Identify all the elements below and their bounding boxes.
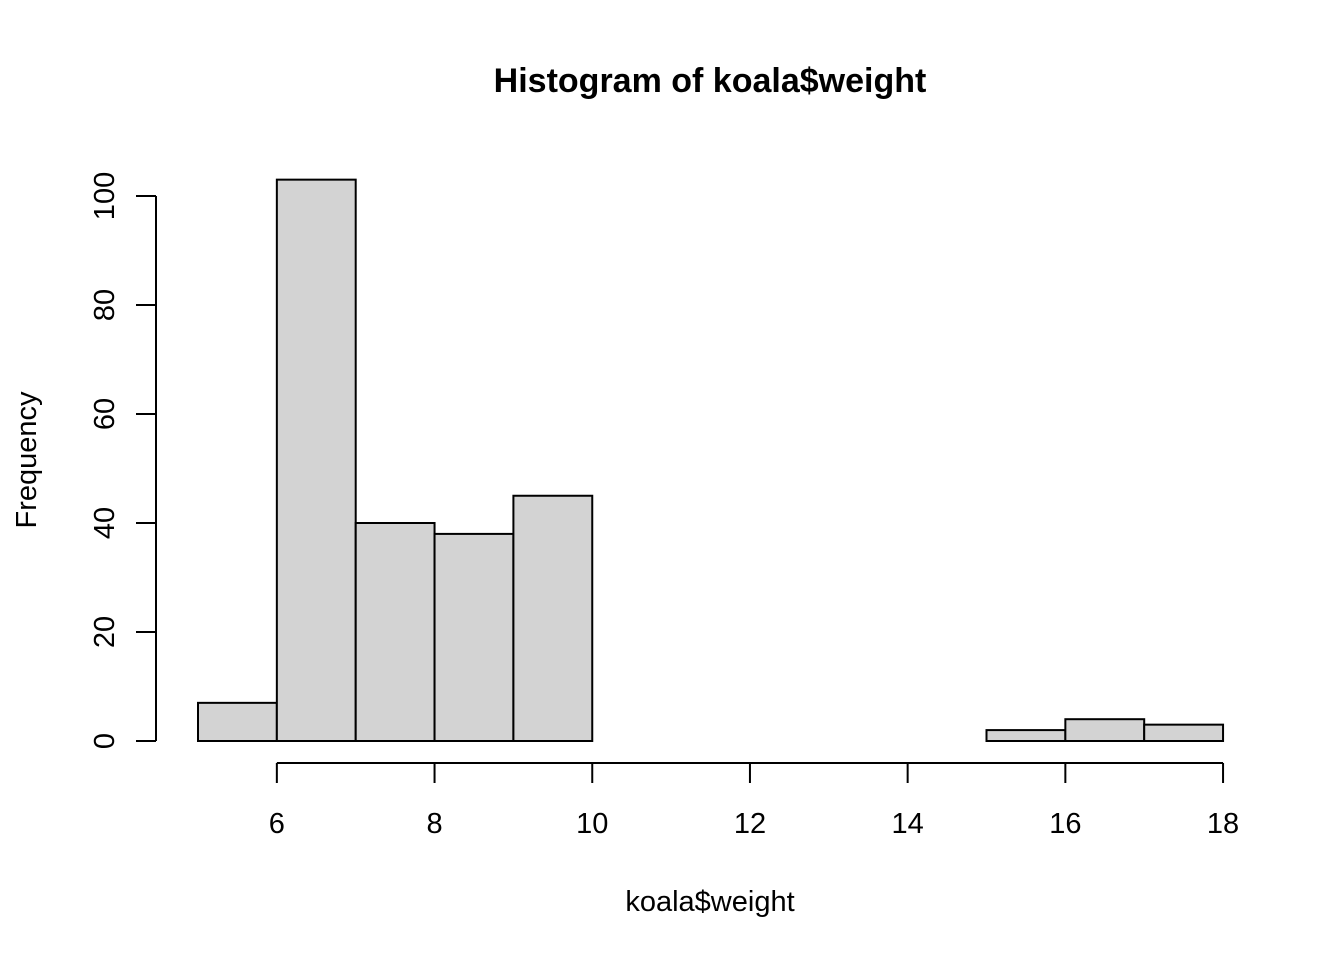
chart-title: Histogram of koala$weight (494, 62, 927, 100)
x-tick-label-12: 12 (734, 808, 766, 840)
x-tick-label-8: 8 (426, 808, 442, 840)
histogram-bar-6-7 (275, 178, 357, 742)
x-tick-label-18: 18 (1207, 808, 1239, 840)
y-tick-label-20: 20 (89, 616, 121, 648)
histogram-bars (197, 178, 1225, 743)
y-axis: 0 20 40 60 80 100 (89, 172, 157, 749)
y-tick-label-100: 100 (89, 172, 121, 220)
histogram-bar-15-16 (985, 729, 1067, 742)
x-axis-label: koala$weight (625, 886, 794, 918)
x-tick-label-16: 16 (1049, 808, 1081, 840)
y-axis-label: Frequency (11, 391, 43, 529)
x-tick-label-6: 6 (269, 808, 285, 840)
histogram-bar-5-6 (197, 701, 278, 742)
x-tick-label-10: 10 (576, 808, 608, 840)
histogram-bar-9-10 (512, 494, 594, 742)
x-tick-label-14: 14 (892, 808, 924, 840)
y-tick-label-60: 60 (89, 398, 121, 430)
y-tick-label-40: 40 (89, 507, 121, 539)
histogram-bar-8-9 (433, 532, 515, 743)
histogram-bar-17-18 (1143, 723, 1225, 743)
histogram-bar-7-8 (354, 522, 436, 742)
x-axis: 6 8 10 12 14 16 18 (269, 762, 1239, 840)
histogram-bar-16-17 (1064, 718, 1146, 743)
y-tick-label-0: 0 (89, 733, 121, 749)
y-tick-label-80: 80 (89, 289, 121, 321)
